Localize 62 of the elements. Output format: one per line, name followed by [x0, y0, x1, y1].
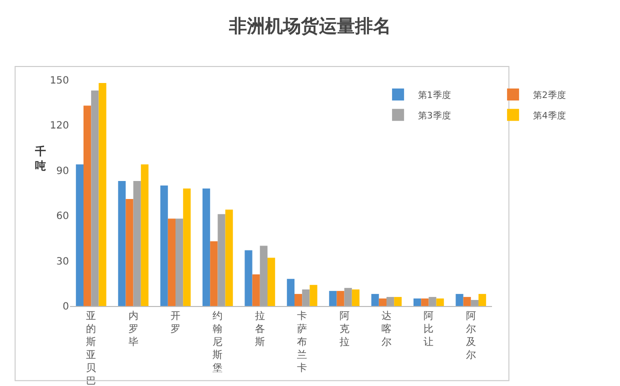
x-tick-label: 拉各斯: [254, 310, 265, 348]
bar: [456, 294, 464, 306]
bar: [428, 296, 436, 306]
x-tick-label: 阿比让: [424, 311, 434, 348]
bar: [344, 288, 352, 306]
x-tick-label: 内罗毕: [128, 310, 138, 348]
bar: [160, 185, 168, 306]
bar: [378, 298, 386, 306]
bar: [218, 214, 226, 306]
x-tick-label: 开罗: [170, 311, 180, 335]
bar: [286, 278, 294, 306]
bar: [98, 83, 106, 306]
y-tick-label: 90: [56, 166, 69, 177]
bar: [133, 180, 141, 306]
bar: [336, 290, 344, 306]
bar: [371, 294, 379, 306]
legend-label: 第4季度: [533, 110, 566, 122]
bar: [470, 300, 478, 306]
x-tick-label: 约翰尼斯堡: [212, 310, 223, 374]
y-tick-label: 120: [50, 120, 69, 132]
legend-label: 第3季度: [418, 110, 451, 122]
bar: [260, 246, 268, 306]
bar: [183, 188, 191, 306]
y-tick-label: 60: [56, 211, 69, 222]
y-axis-title: 千吨: [34, 145, 46, 172]
bar: [386, 296, 394, 306]
bar: [210, 241, 218, 306]
bar: [310, 284, 318, 306]
bar: [414, 298, 422, 306]
bar: [436, 298, 444, 306]
legend-label: 第1季度: [418, 90, 451, 102]
bar: [421, 298, 429, 306]
legend-label: 第2季度: [533, 90, 566, 102]
bar: [76, 164, 84, 306]
bar: [463, 296, 471, 306]
bar: [202, 188, 210, 306]
x-tick-label: 阿克拉: [339, 311, 350, 348]
bar: [394, 296, 402, 306]
bar: [176, 218, 184, 306]
chart-title: 非洲机场货运量排名: [228, 16, 391, 37]
bar: [225, 210, 233, 306]
x-tick-label: 亚的斯亚贝巴: [86, 311, 96, 386]
bar: [294, 294, 302, 306]
bar: [118, 180, 126, 306]
bar: [302, 289, 310, 306]
bar: [352, 289, 360, 306]
bar: [252, 274, 260, 306]
y-tick-label: 0: [62, 302, 69, 312]
bar: [126, 199, 134, 306]
y-tick-label: 150: [50, 76, 69, 86]
bar: [84, 106, 92, 306]
y-tick-label: 30: [56, 256, 69, 268]
x-tick-label: 达喀尔: [382, 310, 392, 348]
bar: [91, 90, 99, 306]
x-tick-label: 阿尔及尔: [466, 311, 476, 361]
x-tick-label: 卡萨布兰卡: [297, 310, 308, 374]
bar: [244, 250, 252, 306]
bar: [168, 218, 176, 306]
bar: [329, 290, 337, 306]
bar: [268, 258, 276, 306]
bar: [140, 164, 148, 306]
bar: [478, 294, 486, 306]
